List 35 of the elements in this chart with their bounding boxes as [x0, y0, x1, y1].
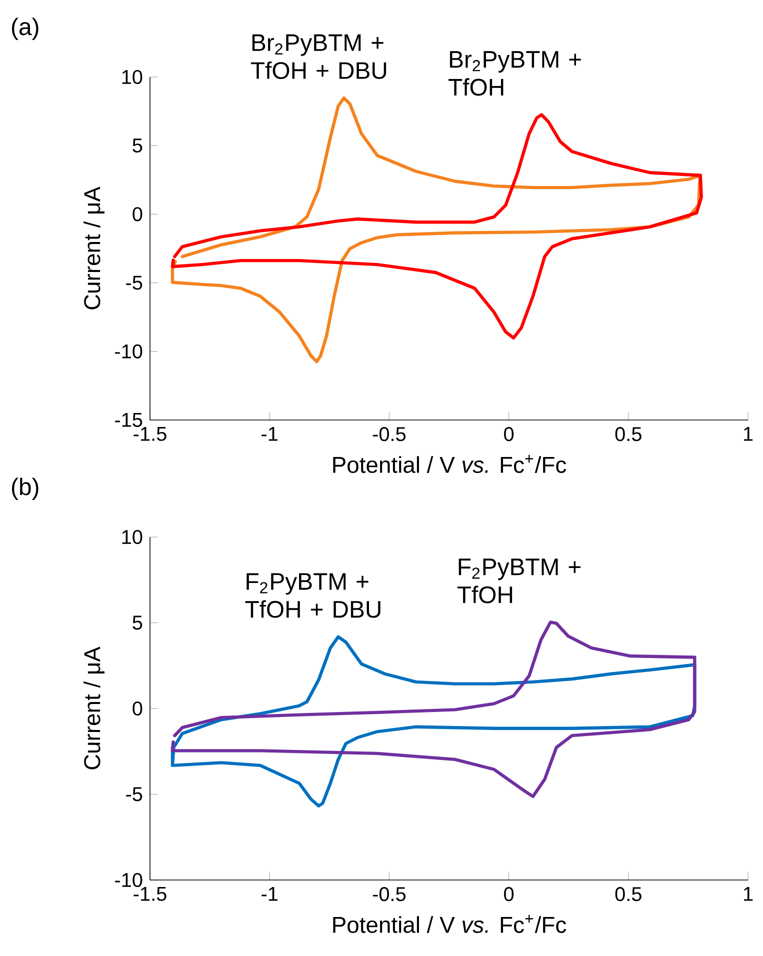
x-tick-label: 0	[504, 887, 514, 902]
y-axis-title: Current / μA	[83, 646, 104, 770]
y-tick-label: 10	[122, 530, 142, 544]
y-tick-label: -10	[115, 344, 142, 358]
y-tick-label: 10	[122, 70, 142, 84]
x-tick-label: -1.5	[134, 887, 166, 901]
series-label: F$_{2}$PyBTM + TfOH	[457, 558, 580, 604]
y-tick-label: 5	[132, 616, 142, 630]
y-tick-label: -5	[126, 787, 142, 802]
chart-title: (a)	[12, 18, 38, 40]
series-label: Br$_{2}$PyBTM + TfOH	[448, 51, 581, 96]
x-tick-label: 1	[744, 427, 753, 441]
y-tick-label: 0	[132, 207, 142, 222]
line-series	[170, 113, 703, 340]
x-tick-label: -1	[262, 887, 278, 901]
x-tick-label: -1	[262, 427, 278, 441]
y-tick-label: -5	[126, 276, 142, 290]
x-tick-label: -1.5	[134, 427, 166, 441]
series-label: Br$_{2}$PyBTM + TfOH + DBU	[250, 34, 386, 79]
x-axis-title: Potential / V vs. Fc$^{+}$/Fc	[333, 914, 566, 933]
x-tick-label: 1	[744, 887, 753, 901]
x-tick-label: 0	[504, 427, 514, 442]
y-axis-title: Current / μA	[83, 186, 104, 310]
x-tick-label: -0.5	[372, 887, 406, 902]
y-tick-label: 5	[132, 138, 142, 153]
x-tick-label: 0.5	[615, 427, 642, 442]
x-tick-label: -0.5	[372, 427, 406, 442]
y-tick-label: 0	[132, 701, 142, 716]
x-axis-title: Potential / V vs. Fc$^{+}$/Fc	[333, 454, 566, 473]
x-tick-label: 0.5	[615, 887, 642, 902]
y-tick-label: -15	[115, 413, 142, 427]
series-label: F$_{2}$PyBTM + TfOH + DBU	[245, 573, 380, 618]
chart-title: (b)	[12, 478, 38, 500]
y-tick-label: -10	[115, 872, 142, 888]
line-series	[170, 96, 702, 364]
